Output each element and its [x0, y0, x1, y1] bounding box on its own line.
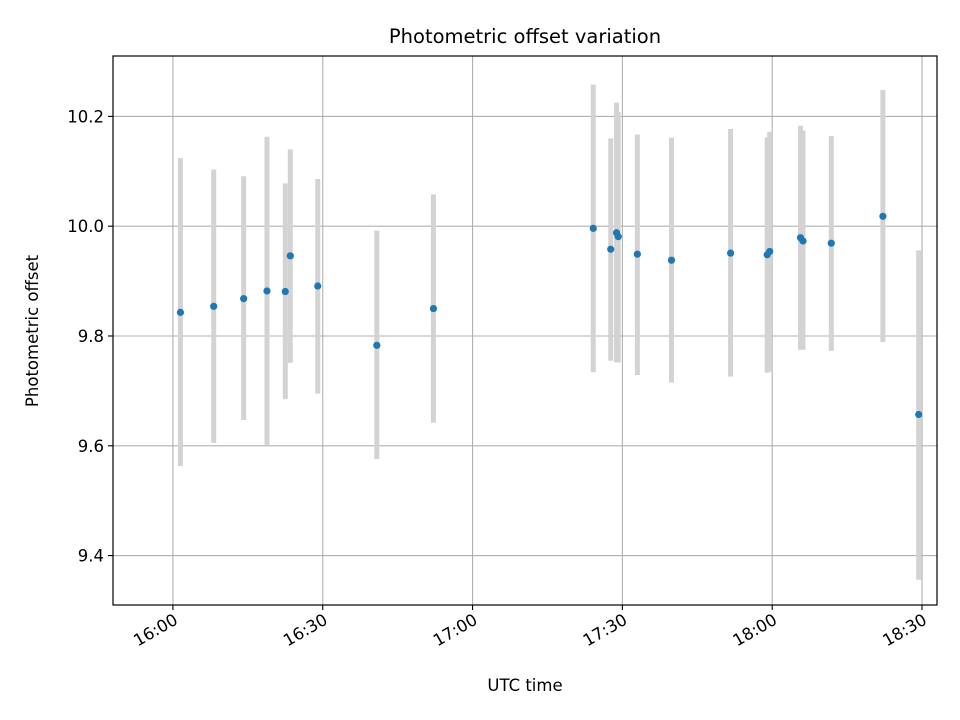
data-point: [176, 308, 185, 316]
y-tick-label: 10.2: [67, 107, 104, 126]
data-point: [210, 302, 218, 310]
data-point: [281, 287, 289, 296]
data-point: [827, 239, 835, 247]
data-point: [263, 287, 271, 295]
data-point: [879, 212, 887, 220]
y-tick-label: 10.0: [67, 217, 104, 236]
data-point: [373, 341, 381, 349]
data-point: [799, 237, 807, 245]
y-axis: 9.4 9.6 9.8 10.0 10.2: [67, 107, 113, 566]
plot-frame: [112, 55, 938, 606]
data-point: [286, 252, 294, 260]
data-point: [429, 304, 438, 313]
y-tick-label: 9.6: [78, 437, 104, 456]
data-point: [240, 295, 248, 303]
y-tick-label: 9.8: [78, 327, 104, 346]
data-point: [766, 247, 774, 256]
data-point: [726, 249, 735, 257]
data-point: [915, 410, 923, 419]
data-point: [614, 233, 622, 241]
y-axis-label: Photometric offset: [23, 254, 42, 407]
data-points: [176, 212, 923, 419]
x-axis-label: UTC time: [487, 676, 562, 695]
data-point: [314, 282, 322, 290]
data-point: [589, 224, 597, 232]
data-point: [633, 250, 641, 258]
data-point: [607, 245, 615, 253]
chart-title: Photometric offset variation: [389, 25, 661, 48]
y-tick-label: 9.4: [78, 547, 104, 566]
data-point: [667, 256, 676, 264]
